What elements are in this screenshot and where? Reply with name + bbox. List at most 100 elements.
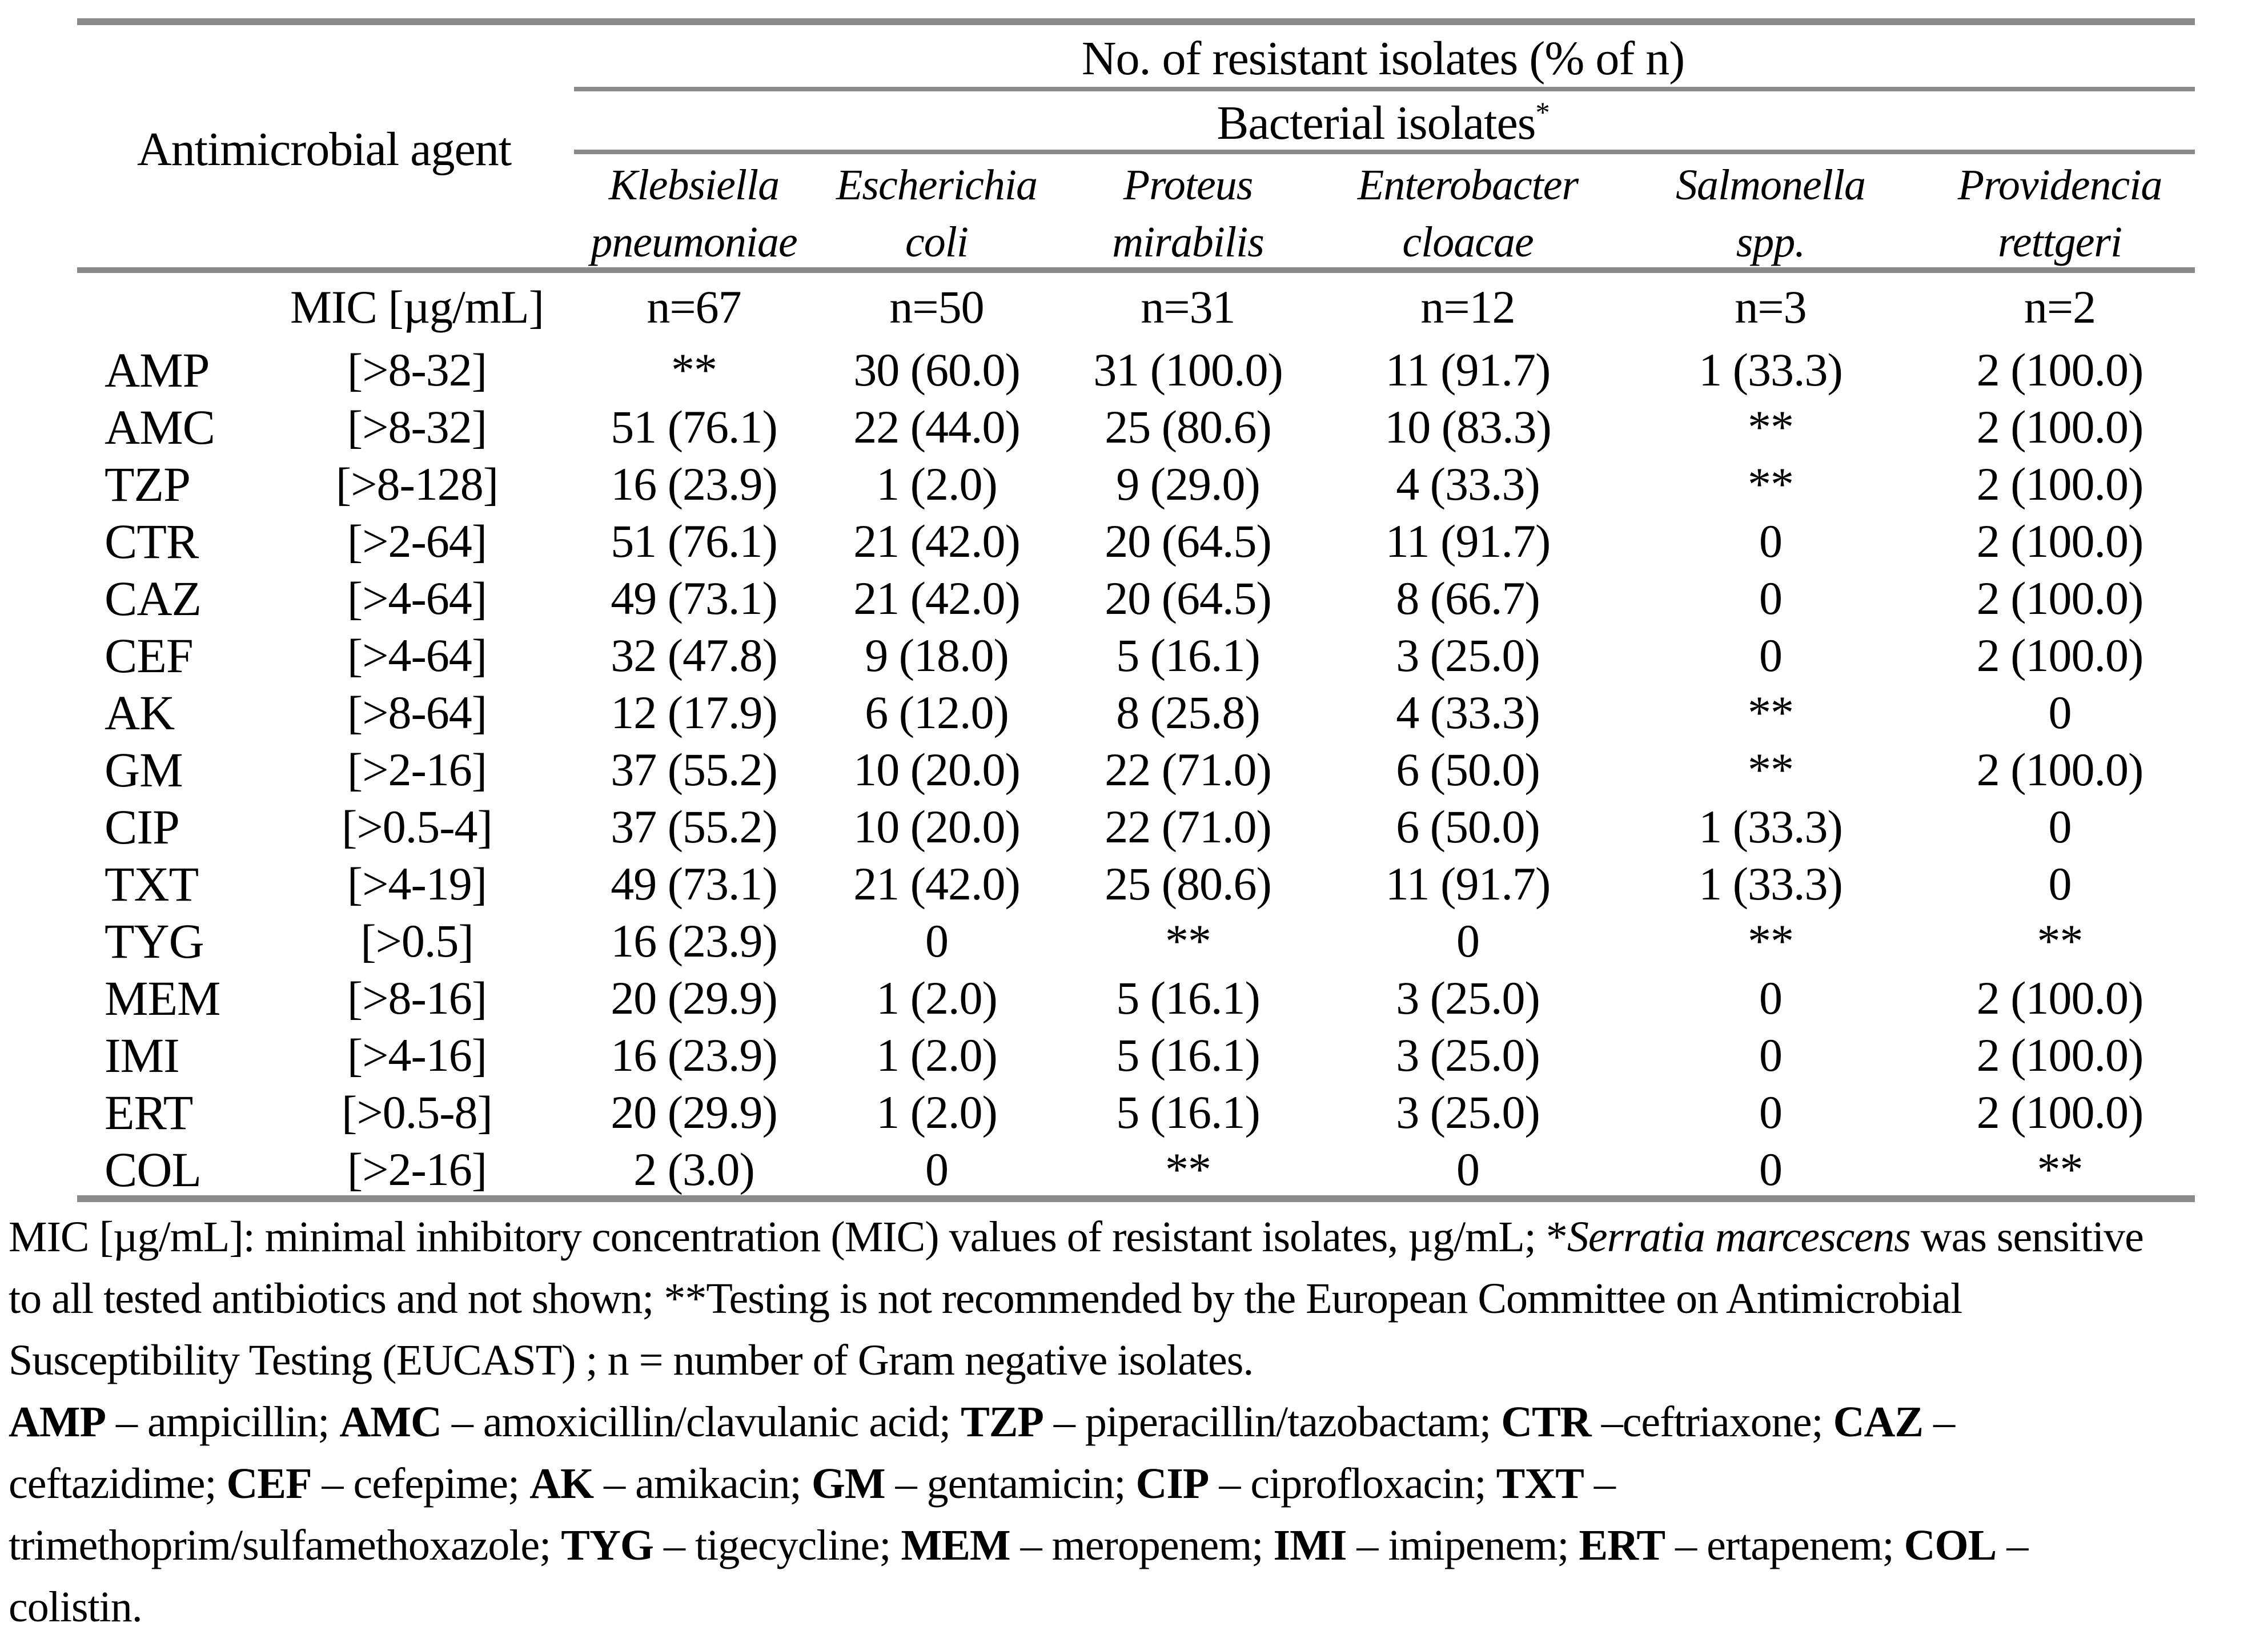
value-cell: 4 (33.3) <box>1396 686 1540 738</box>
value-cell: 0 <box>1759 572 1783 624</box>
antimicrobial-agent-header: Antimicrobial agent <box>137 122 512 176</box>
agent-cell: CEF <box>105 628 194 683</box>
value-cell: 0 <box>925 1143 949 1195</box>
value-cell: ** <box>1748 686 1794 738</box>
footnote-segment: – amoxicillin/clavulanic acid; <box>441 1398 961 1446</box>
value-cell: ** <box>1748 915 1794 967</box>
table-row: CTR [>2-64] 51 (76.1) 21 (42.0) 20 (64.5) 11 … <box>77 513 2195 570</box>
group-header-row: Antimicrobial agent No. of resistant iso… <box>77 25 2195 176</box>
value-cell: 22 (71.0) <box>1105 744 1272 796</box>
species-genus: Klebsiella <box>608 161 780 209</box>
value-cell: 0 <box>2048 801 2072 853</box>
footnote-segment: CAZ <box>1833 1398 1924 1446</box>
species-epithet: mirabilis <box>1112 218 1265 266</box>
agent-cell: COL <box>105 1142 202 1197</box>
value-cell: 20 (29.9) <box>611 972 778 1024</box>
footnote-segment: MEM <box>901 1521 1011 1569</box>
mic-cell: [>4-64] <box>347 572 487 624</box>
footnote-segment: –ceftriaxone; <box>1591 1398 1833 1446</box>
agent-cell: AMP <box>105 343 210 397</box>
value-cell: 0 <box>1456 915 1480 967</box>
species-genus: Providencia <box>1957 161 2163 209</box>
footnote-line: to all tested antibiotics and not shown;… <box>9 1268 2262 1329</box>
table-row: ERT [>0.5-8] 20 (29.9) 1 (2.0) 5 (16.1) 3 (25… <box>77 1084 2195 1141</box>
value-cell: 9 (29.0) <box>1116 458 1261 510</box>
footnote-line: MIC [µg/mL]: minimal inhibitory concentr… <box>9 1206 2262 1268</box>
value-cell: 2 (100.0) <box>1976 401 2144 453</box>
value-cell: 2 (100.0) <box>1976 344 2144 396</box>
agent-cell: CTR <box>105 514 199 569</box>
mic-cell: [>8-32] <box>347 401 487 453</box>
value-cell: 10 (20.0) <box>853 801 1021 853</box>
footnote-segment: MIC [µg/mL]: minimal inhibitory concentr… <box>9 1213 1568 1261</box>
value-cell: 16 (23.9) <box>611 458 778 510</box>
value-cell: 2 (100.0) <box>1976 572 2144 624</box>
resistant-isolates-group-header: No. of resistant isolates (% of n) <box>1081 31 1685 85</box>
value-cell: 0 <box>1456 1143 1480 1195</box>
mic-cell: [>8-32] <box>347 344 487 396</box>
value-cell: 8 (66.7) <box>1396 572 1540 624</box>
value-cell: 3 (25.0) <box>1396 629 1540 681</box>
value-cell: 25 (80.6) <box>1105 858 1272 910</box>
value-cell: 22 (44.0) <box>853 401 1021 453</box>
agent-cell: CAZ <box>105 571 202 626</box>
agent-cell: IMI <box>105 1028 180 1083</box>
value-cell: 1 (2.0) <box>876 1086 998 1138</box>
value-cell: 49 (73.1) <box>611 572 778 624</box>
isolate-count: n=3 <box>1735 281 1807 333</box>
footnote-segment: IMI <box>1273 1521 1347 1569</box>
value-cell: 6 (50.0) <box>1396 801 1540 853</box>
value-cell: ** <box>2037 1143 2084 1195</box>
table-rule-under-header <box>77 267 2195 273</box>
species-header-klebsiella: Klebsiella pneumoniae <box>571 154 817 273</box>
value-cell: 5 (16.1) <box>1116 1086 1261 1138</box>
footnote-segment: – <box>1923 1398 1955 1446</box>
footnote-segment: – piperacillin/tazobactam; <box>1043 1398 1502 1446</box>
value-cell: 51 (76.1) <box>611 515 778 567</box>
value-cell: 2 (100.0) <box>1976 458 2144 510</box>
footnote-line: colistin. <box>9 1576 2262 1638</box>
mic-cell: [>4-64] <box>347 629 487 681</box>
footnote-segment: – meropenem; <box>1010 1521 1274 1569</box>
table-row: IMI [>4-16] 16 (23.9) 1 (2.0) 5 (16.1) 3 (25.… <box>77 1027 2195 1084</box>
table-row: GM [>2-16] 37 (55.2) 10 (20.0) 22 (71.0) 6 (5… <box>77 741 2195 798</box>
footnote-segment: AMC <box>339 1398 442 1446</box>
value-cell: 5 (16.1) <box>1116 1029 1261 1081</box>
mic-cell: [>4-19] <box>347 858 487 910</box>
footnote-segment: CEF <box>226 1460 312 1508</box>
table-row: CAZ [>4-64] 49 (73.1) 21 (42.0) 20 (64.5) 8 (… <box>77 570 2195 627</box>
value-cell: 2 (100.0) <box>1976 629 2144 681</box>
value-cell: 11 (91.7) <box>1385 344 1551 396</box>
mic-cell: [>2-64] <box>347 515 487 567</box>
table-row: TYG [>0.5] 16 (23.9) 0 ** 0 ** ** <box>77 913 2195 970</box>
value-cell: 30 (60.0) <box>853 344 1021 396</box>
value-cell: ** <box>1748 401 1794 453</box>
subgroup-header-row: Bacterial isolates* <box>77 91 2195 154</box>
table-row: COL [>2-16] 2 (3.0) 0 ** 0 0 ** <box>77 1141 2195 1198</box>
value-cell: 0 <box>2048 858 2072 910</box>
value-cell: ** <box>1748 458 1794 510</box>
value-cell: 1 (33.3) <box>1699 858 1843 910</box>
footnote-segment: – ciprofloxacin; <box>1209 1460 1496 1508</box>
agent-cell: TYG <box>105 914 204 969</box>
value-cell: 2 (3.0) <box>633 1143 755 1195</box>
value-cell: 9 (18.0) <box>865 629 1009 681</box>
value-cell: 2 (100.0) <box>1976 972 2144 1024</box>
footnotes: MIC [µg/mL]: minimal inhibitory concentr… <box>9 1206 2262 1638</box>
value-cell: 6 (50.0) <box>1396 744 1540 796</box>
mic-cell: [>2-16] <box>347 744 487 796</box>
footnote-segment: GM <box>811 1460 886 1508</box>
value-cell: 1 (2.0) <box>876 1029 998 1081</box>
value-cell: 2 (100.0) <box>1976 515 2144 567</box>
species-epithet: pneumoniae <box>591 218 797 266</box>
table-row: CIP [>0.5-4] 37 (55.2) 10 (20.0) 22 (71.0) 6 … <box>77 798 2195 855</box>
value-cell: 12 (17.9) <box>611 686 778 738</box>
isolate-count: n=31 <box>1141 281 1235 333</box>
value-cell: 1 (33.3) <box>1699 801 1843 853</box>
agent-cell: GM <box>105 742 183 797</box>
table-row: MEM [>8-16] 20 (29.9) 1 (2.0) 5 (16.1) 3 (25.… <box>77 970 2195 1027</box>
footnote-segment: Serratia marcescens <box>1567 1213 1911 1261</box>
value-cell: 0 <box>1759 972 1783 1024</box>
agent-cell: TZP <box>105 457 191 512</box>
value-cell: 3 (25.0) <box>1396 972 1540 1024</box>
